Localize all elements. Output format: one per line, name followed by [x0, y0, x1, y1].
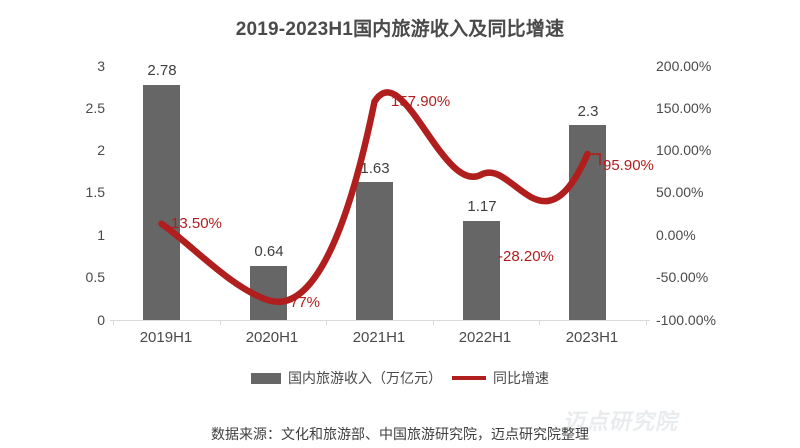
growth-label-2020h1: -77%	[285, 294, 321, 311]
right-axis-tick: -100.00%	[656, 312, 716, 328]
bar-value-label-2021h1: 1.63	[360, 160, 390, 177]
chart-legend: 国内旅游收入（万亿元） 同比增速	[0, 368, 800, 388]
legend-item-revenue[interactable]: 国内旅游收入（万亿元）	[251, 368, 442, 388]
x-label-2021h1: 2021H1	[352, 329, 406, 346]
bar-2023h1[interactable]	[569, 125, 606, 320]
right-axis-tick: 0.00%	[656, 227, 696, 243]
bar-swatch-icon	[251, 372, 281, 384]
x-axis-tick	[326, 320, 327, 325]
right-axis-tick: 150.00%	[656, 100, 712, 116]
right-axis: 200.00% 150.00% 100.00% 50.00% 0.00% -50…	[656, 58, 736, 328]
x-axis-tick	[113, 320, 114, 325]
bar-value-label-2022h1: 1.17	[467, 198, 497, 215]
x-axis-tick	[433, 320, 434, 325]
x-axis-tick	[646, 320, 647, 325]
x-label-2023h1: 2023H1	[565, 329, 619, 346]
left-axis-tick: 0	[97, 312, 105, 328]
bar-2021h1[interactable]	[356, 182, 393, 320]
growth-label-2019h1: 13.50%	[171, 215, 222, 232]
source-note: 数据来源：文化和旅游部、中国旅游研究院，迈点研究院整理	[211, 426, 589, 442]
bar-2019h1[interactable]	[143, 84, 180, 320]
bar-value-label-2020h1: 0.64	[254, 243, 284, 260]
left-axis-tick: 1.5	[85, 184, 105, 200]
bar-2020h1[interactable]	[250, 265, 287, 320]
right-axis-tick: 50.00%	[656, 184, 704, 200]
x-axis-tick	[539, 320, 540, 325]
chart-title: 2019-2023H1国内旅游收入及同比增速	[235, 19, 565, 40]
growth-label-2022h1: -28.20%	[498, 248, 554, 265]
left-axis-tick: 1	[97, 227, 105, 243]
line-swatch-icon	[452, 376, 486, 380]
x-label-2019h1: 2019H1	[139, 329, 193, 346]
growth-label-2023h1: 95.90%	[603, 157, 654, 174]
x-axis-baseline	[110, 320, 650, 321]
x-label-2022h1: 2022H1	[458, 329, 512, 346]
legend-item-growth[interactable]: 同比增速	[452, 368, 549, 388]
legend-label-revenue: 国内旅游收入（万亿元）	[288, 370, 442, 386]
bar-value-label-2019h1: 2.78	[147, 62, 177, 79]
x-axis-tick	[220, 320, 221, 325]
left-axis-tick: 2	[97, 142, 105, 158]
plot-area: 2.78 0.64 1.63 1.17 2.3 13.50% -77% 157.…	[113, 62, 654, 320]
right-axis-tick: 200.00%	[656, 58, 712, 74]
left-axis-tick: 0.5	[85, 269, 105, 285]
bar-value-label-2023h1: 2.3	[577, 103, 599, 120]
bar-2022h1[interactable]	[463, 220, 500, 320]
growth-label-2021h1: 157.90%	[391, 93, 451, 110]
left-axis: 3 2.5 2 1.5 1 0.5 0	[60, 58, 105, 328]
x-label-2020h1: 2020H1	[245, 329, 299, 346]
right-axis-tick: -50.00%	[656, 269, 709, 285]
legend-label-growth: 同比增速	[493, 370, 549, 386]
x-axis-labels: 2019H1 2020H1 2021H1 2022H1 2023H1	[113, 329, 646, 353]
left-axis-tick: 3	[97, 58, 105, 74]
left-axis-tick: 2.5	[85, 100, 105, 116]
right-axis-tick: 100.00%	[656, 142, 712, 158]
